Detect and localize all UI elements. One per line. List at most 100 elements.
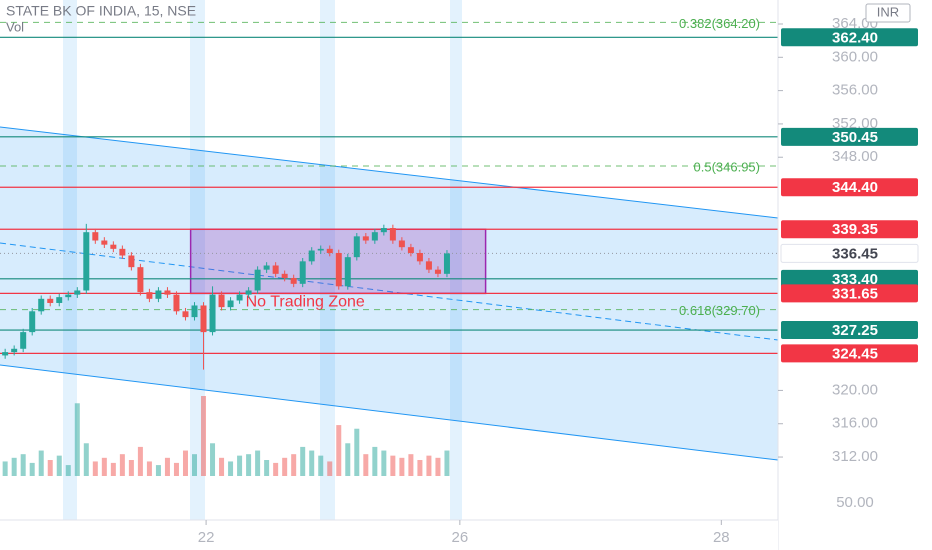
candle-body (245, 290, 252, 295)
level-price-box (781, 28, 918, 47)
volume-bar (192, 454, 197, 476)
candle-body (128, 255, 135, 268)
volume-bar (255, 450, 261, 476)
volume-bar (110, 462, 116, 476)
volume-bar (390, 455, 396, 476)
volume-label: Vol (6, 19, 24, 34)
volume-bar (435, 457, 441, 476)
y-tick-label: 352.00 (832, 115, 878, 132)
level-price-box (781, 178, 918, 197)
candle-body (83, 232, 90, 291)
volume-scale-label: 50.00 (836, 494, 874, 511)
candle-body (380, 228, 387, 233)
volume-bar (273, 462, 279, 476)
chart-title: STATE BK OF INDIA, 15, NSE (6, 3, 196, 19)
channel-upper (0, 126, 779, 219)
level-price-label: 327.25 (832, 322, 878, 339)
candle-body (236, 294, 243, 301)
candle-body (353, 236, 360, 258)
candle-body (326, 248, 333, 254)
volume-bar (372, 446, 378, 476)
candle-body (20, 332, 27, 349)
candle-body (398, 240, 405, 248)
level-price-label: 344.40 (832, 179, 878, 196)
level-price-box (781, 321, 918, 340)
level-price-box (781, 269, 918, 288)
session-band (320, 0, 335, 520)
candle-body (155, 290, 162, 299)
volume-bar (56, 455, 62, 476)
candle-body (182, 311, 189, 318)
volume-bar (210, 443, 216, 476)
channel-lower (0, 364, 779, 461)
candle-body (173, 294, 180, 312)
volume-bar (327, 461, 333, 476)
volume-bar (444, 450, 450, 476)
candle-body (254, 269, 261, 291)
volume-bar (38, 450, 44, 476)
volume-bar (2, 461, 8, 476)
y-tick-label: 312.00 (832, 448, 878, 465)
candle-body (425, 261, 432, 270)
volume-bar (101, 457, 107, 476)
candle-body (443, 253, 450, 274)
volume-bar (426, 455, 432, 476)
volume-bar (137, 446, 143, 476)
y-tick-label: 320.00 (832, 381, 878, 398)
currency-box[interactable] (865, 3, 911, 23)
candle-body (101, 240, 108, 245)
volume-bar (237, 455, 243, 476)
candle-body (299, 261, 306, 284)
volume-bar (408, 454, 414, 476)
candle-body (335, 253, 342, 287)
candle-body (218, 294, 225, 308)
volume-bar (264, 460, 270, 476)
candle-body (2, 352, 9, 356)
candle-body (110, 244, 117, 249)
volume-bar (173, 462, 179, 476)
candle-body (191, 305, 198, 318)
last-price-box (780, 243, 919, 263)
candle-body (371, 232, 378, 241)
candle-body (56, 297, 63, 303)
volume-bar (146, 461, 152, 476)
level-price-box (781, 284, 918, 303)
candle-body (263, 265, 270, 270)
fib-label: 0.618(329.70) (679, 303, 760, 318)
candle-body (92, 232, 99, 241)
time-axis-panel (0, 520, 778, 550)
candle-body (434, 269, 441, 274)
level-price-label: 350.45 (832, 129, 878, 146)
candle-body (281, 273, 288, 278)
y-tick-label: 348.00 (832, 148, 878, 165)
level-price-label: 331.65 (832, 285, 878, 302)
volume-bar (309, 450, 315, 476)
fib-label: 0.382(364.20) (679, 16, 760, 31)
y-tick-label: 316.00 (832, 415, 878, 432)
volume-bar (363, 454, 369, 476)
level-price-label: 333.40 (832, 271, 878, 288)
volume-bar (29, 462, 35, 476)
level-price-label: 362.40 (832, 29, 878, 46)
candle-body (200, 305, 207, 333)
volume-bar (399, 457, 405, 476)
volume-bar (246, 454, 252, 476)
x-tick-label: 22 (198, 529, 215, 546)
volume-bar (83, 443, 89, 476)
volume-bar (92, 461, 98, 476)
candle-body (119, 248, 126, 256)
level-price-label: 324.45 (832, 345, 878, 362)
y-tick-label: 360.00 (832, 48, 878, 65)
candle-body (65, 294, 72, 298)
volume-bar (128, 460, 134, 476)
candle-body (227, 300, 234, 308)
candle-body (416, 253, 423, 262)
volume-bar (74, 403, 80, 476)
fib-label: 0.5(346.95) (694, 159, 761, 174)
candle-body (407, 247, 414, 254)
volume-bar (345, 443, 351, 476)
x-tick-label: 28 (713, 529, 730, 546)
volume-bar (20, 454, 26, 476)
